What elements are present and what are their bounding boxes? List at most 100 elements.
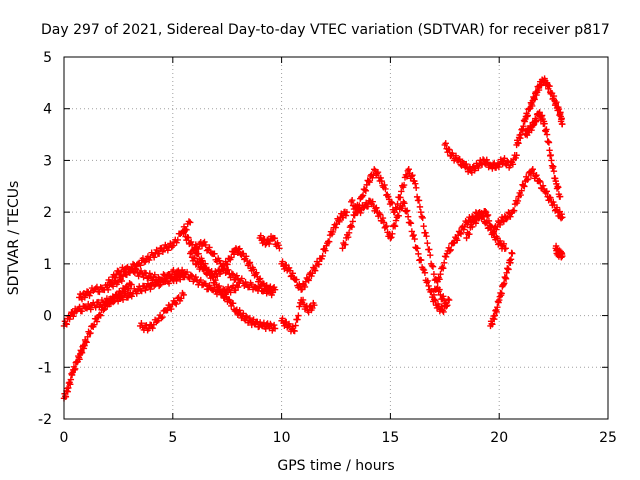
data-point-interp <box>142 287 149 294</box>
data-point <box>311 302 318 309</box>
data-point-interp <box>397 194 404 201</box>
data-point-interp <box>362 187 370 195</box>
data-point-interp <box>440 265 447 272</box>
data-point-interp <box>496 221 504 229</box>
data-point-interp <box>256 275 264 282</box>
data-point-interp <box>336 218 343 226</box>
data-point-interp <box>431 297 439 304</box>
data-point-interp <box>116 271 124 279</box>
data-point-interp <box>414 245 421 252</box>
data-point-interp <box>193 244 201 251</box>
data-point-interp <box>242 313 250 320</box>
data-point-interp <box>541 120 548 127</box>
data-point-interp <box>344 234 352 241</box>
data-point-interp <box>87 329 94 337</box>
data-point-interp <box>416 203 424 211</box>
data-point-interp <box>246 259 254 266</box>
data-point-interp <box>443 303 450 310</box>
data-point-interp <box>93 318 101 325</box>
data-point-interp <box>391 223 399 230</box>
x-tick-label: 5 <box>168 430 177 446</box>
data-point-interp <box>150 254 158 261</box>
data-point-interp <box>92 304 99 311</box>
data-point <box>345 229 353 237</box>
data-point-interp <box>419 214 426 222</box>
data-point <box>456 229 464 237</box>
data-point-interp <box>256 276 263 283</box>
data-point-interp <box>409 171 416 179</box>
data-point-interp <box>201 238 208 246</box>
data-point-interp <box>185 234 192 241</box>
data-point-interp <box>423 233 430 240</box>
data-point <box>380 219 388 226</box>
data-point-interp <box>305 277 312 284</box>
data-point <box>437 271 444 278</box>
data-point-interp <box>195 245 202 253</box>
data-point-interp <box>395 212 402 220</box>
data-point-interp <box>257 232 264 239</box>
y-tick-label: 1 <box>43 257 52 273</box>
data-point-interp <box>198 242 206 250</box>
data-point <box>180 291 187 299</box>
data-point-interp <box>515 140 522 147</box>
data-point-interp <box>347 222 355 229</box>
data-point-interp <box>374 168 382 176</box>
data-point-interp <box>229 300 237 307</box>
data-point-interp <box>137 267 145 275</box>
y-tick-label: 0 <box>43 309 52 325</box>
data-point-interp <box>413 193 421 201</box>
data-point-interp <box>495 163 503 171</box>
data-point-interp <box>224 266 232 274</box>
data-point-interp <box>132 266 140 273</box>
data-point-interp <box>373 204 380 211</box>
data-point-interp <box>181 228 188 235</box>
data-point-interp <box>71 365 79 373</box>
data-point-interp <box>256 283 263 291</box>
data-point-interp <box>137 262 144 269</box>
data-point-interp <box>118 277 126 285</box>
data-point-interp <box>270 321 278 329</box>
data-point-interp <box>285 264 293 272</box>
data-point-interp <box>348 223 356 231</box>
data-point <box>556 193 564 200</box>
data-point-interp <box>133 290 140 297</box>
data-point <box>489 229 496 237</box>
data-point-interp <box>253 269 260 276</box>
data-point-interp <box>114 298 122 305</box>
data-point <box>419 265 427 273</box>
data-point-interp <box>536 177 543 184</box>
data-point-interp <box>366 178 373 186</box>
data-point <box>271 325 279 332</box>
data-point-interp <box>83 339 90 346</box>
data-point-interp <box>215 282 223 290</box>
data-point-interp <box>70 313 77 320</box>
y-tick-label: 5 <box>43 50 52 66</box>
data-point-interp <box>388 234 395 241</box>
data-point-interp <box>442 140 449 147</box>
data-point-interp <box>147 285 154 293</box>
data-point-interp <box>503 215 510 223</box>
data-point-interp <box>325 238 333 245</box>
data-point-interp <box>472 220 480 227</box>
x-tick-label: 0 <box>60 430 69 446</box>
chart-title: Day 297 of 2021, Sidereal Day-to-day VTE… <box>41 22 610 38</box>
data-point-interp <box>100 306 107 314</box>
data-point-interp <box>415 197 423 204</box>
data-point-interp <box>408 173 415 180</box>
data-point-interp <box>66 316 73 323</box>
data-point-interp <box>457 230 465 238</box>
data-point-interp <box>216 257 223 264</box>
data-point-interp <box>390 221 398 229</box>
data-point-interp <box>149 277 156 284</box>
data-point-interp <box>510 207 518 214</box>
data-point-interp <box>292 322 299 329</box>
data-point-interp <box>468 223 476 231</box>
data-point <box>269 289 277 296</box>
data-point-interp <box>413 184 420 191</box>
data-point-interp <box>520 122 527 130</box>
data-point-interp <box>420 222 427 230</box>
data-point-interp <box>490 161 497 168</box>
data-point-interp <box>219 260 227 267</box>
data-point-interp <box>293 276 300 283</box>
data-point-interp <box>425 282 432 290</box>
